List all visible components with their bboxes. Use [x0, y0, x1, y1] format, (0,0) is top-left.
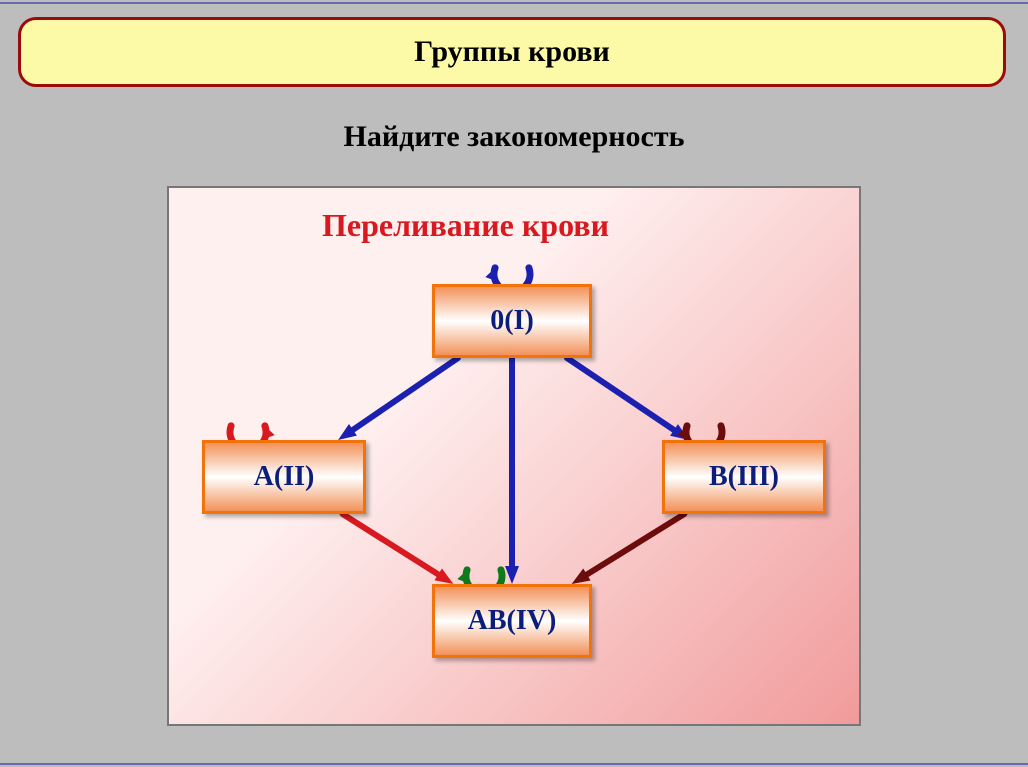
node-A: A(II) [202, 440, 366, 514]
node-label-A: A(II) [254, 461, 315, 493]
title-text: Группы крови [414, 35, 610, 69]
node-label-O: 0(I) [490, 305, 534, 337]
node-label-AB: AB(IV) [468, 605, 557, 637]
node-AB: AB(IV) [432, 584, 592, 658]
page: Группы крови Найдите закономерность Пере… [0, 0, 1028, 767]
node-label-B: B(III) [709, 461, 779, 493]
diagram-title: Переливание крови [322, 207, 609, 244]
subtitle: Найдите закономерность [0, 120, 1028, 154]
node-O: 0(I) [432, 284, 592, 358]
title-banner: Группы крови [18, 17, 1006, 87]
node-B: B(III) [662, 440, 826, 514]
